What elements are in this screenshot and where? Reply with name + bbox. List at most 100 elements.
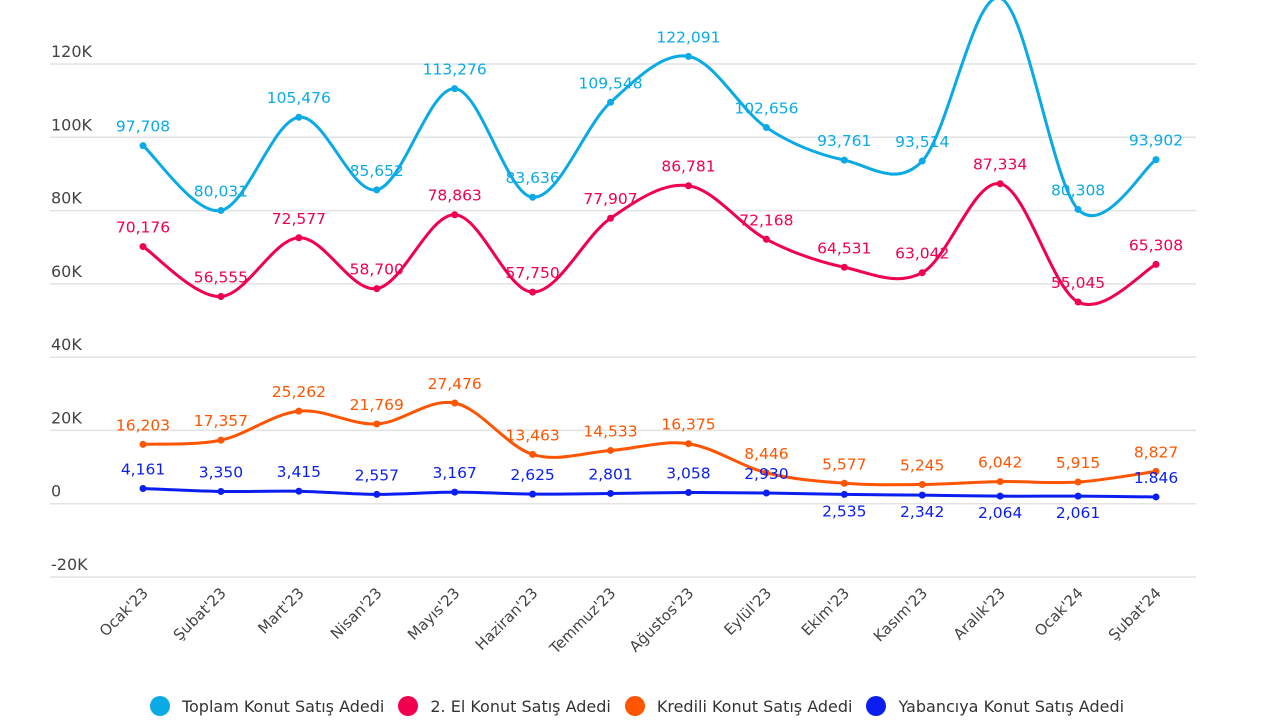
data-point-toplam	[217, 206, 225, 214]
data-label-ikinci-el: 78,863	[428, 187, 482, 205]
x-tick-label: Kasım'23	[870, 584, 931, 645]
data-label-toplam: 97,708	[116, 118, 170, 136]
data-label-toplam: 113,276	[423, 61, 487, 79]
data-label-yabanci: 2,801	[588, 465, 632, 483]
data-label-toplam: 80,031	[194, 182, 248, 200]
legend-label: Toplam Konut Satış Adedi	[181, 696, 385, 716]
legend-item-yabanci[interactable]: Yabancıya Konut Satış Adedi	[866, 696, 1130, 716]
data-point-toplam	[684, 52, 692, 60]
data-label-kredili: 21,769	[350, 396, 404, 414]
data-point-kredili	[373, 420, 381, 428]
data-label-kredili: 16,203	[116, 416, 170, 434]
data-point-yabanci	[295, 487, 303, 495]
data-point-toplam	[451, 85, 459, 93]
data-label-kredili: 8,446	[744, 445, 788, 463]
legend-item-ikinci-el[interactable]: 2. El Konut Satış Adedi	[398, 696, 616, 716]
data-point-ikinci-el	[996, 180, 1004, 188]
data-point-toplam	[529, 193, 537, 201]
data-point-ikinci-el	[607, 214, 615, 222]
data-point-yabanci	[840, 490, 848, 498]
x-tick-label: Mart'23	[254, 584, 307, 637]
y-tick-label: 60K	[51, 262, 82, 281]
legend-marker-icon	[866, 696, 887, 716]
data-label-yabanci: 1.846	[1134, 469, 1178, 487]
data-point-yabanci	[373, 490, 381, 498]
series-points	[139, 52, 1160, 501]
data-label-ikinci-el: 65,308	[1129, 236, 1183, 254]
data-label-yabanci: 2,535	[822, 502, 866, 520]
data-label-toplam: 93,902	[1129, 132, 1183, 150]
x-tick-label: Haziran'23	[472, 584, 542, 654]
data-label-yabanci: 4,161	[121, 460, 165, 478]
data-label-kredili: 14,533	[583, 422, 637, 440]
data-point-toplam	[918, 157, 926, 165]
data-point-yabanci	[1152, 493, 1160, 501]
data-point-kredili	[684, 440, 692, 448]
series-line-kredili	[141, 400, 1158, 487]
data-label-kredili: 5,915	[1056, 454, 1100, 472]
x-tick-label: Mayıs'23	[404, 584, 464, 644]
x-tick-label: Temmuz'23	[545, 584, 619, 658]
data-point-toplam	[1152, 156, 1160, 164]
data-label-toplam: 105,476	[267, 89, 331, 107]
y-tick-label: 40K	[51, 335, 82, 354]
x-tick-label: Eylül'23	[720, 584, 775, 639]
data-label-kredili: 8,827	[1134, 443, 1178, 461]
data-point-ikinci-el	[1074, 298, 1082, 306]
legend-item-toplam[interactable]: Toplam Konut Satış Adedi	[149, 696, 390, 716]
data-point-ikinci-el	[451, 211, 459, 219]
x-tick-label: Şubat'24	[1105, 584, 1165, 644]
legend-item-kredili[interactable]: Kredili Konut Satış Adedi	[624, 696, 859, 716]
data-label-ikinci-el: 55,045	[1051, 274, 1105, 292]
y-tick-label: 80K	[51, 189, 82, 208]
data-point-yabanci	[217, 487, 225, 495]
x-tick-label: Şubat'23	[170, 584, 230, 644]
data-point-yabanci	[996, 492, 1004, 500]
x-tick-label: Nisan'23	[327, 584, 386, 643]
data-point-kredili	[1074, 478, 1082, 486]
data-label-kredili: 5,245	[900, 456, 944, 474]
data-point-yabanci	[139, 484, 147, 492]
data-label-toplam: 83,636	[505, 169, 559, 187]
y-tick-label: 100K	[51, 115, 93, 134]
data-point-yabanci	[529, 490, 537, 498]
data-label-yabanci: 2,625	[510, 466, 554, 484]
x-tick-label: Ağustos'23	[626, 584, 698, 656]
data-label-toplam: 85,652	[350, 162, 404, 180]
data-label-ikinci-el: 56,555	[194, 268, 248, 286]
data-label-ikinci-el: 63,042	[895, 245, 949, 263]
data-point-kredili	[295, 407, 303, 415]
data-label-kredili: 16,375	[661, 416, 715, 434]
data-point-ikinci-el	[217, 292, 225, 300]
data-label-yabanci: 2,342	[900, 503, 944, 521]
y-tick-label: 0	[51, 482, 61, 501]
legend-label: 2. El Konut Satış Adedi	[430, 696, 611, 716]
series-line-yabanci	[141, 486, 1158, 499]
data-point-kredili	[217, 436, 225, 444]
data-label-kredili: 6,042	[978, 454, 1022, 472]
x-tick-label: Ocak'24	[1031, 584, 1087, 640]
x-axis-ticks: Ocak'23 Şubat'23 Mart'23 Nisan'23 Mayıs'23 Ha…	[96, 584, 1165, 658]
data-point-ikinci-el	[762, 235, 770, 243]
data-labels: 4,161 3,350 3,415 2,557 3,167 2,625 2,801 3,058…	[116, 28, 1183, 522]
data-point-kredili	[996, 478, 1004, 486]
y-tick-label: -20K	[51, 555, 88, 574]
y-tick-label: 120K	[51, 42, 93, 61]
data-point-toplam	[840, 156, 848, 164]
series-line-toplam	[141, 0, 1158, 218]
data-label-yabanci: 3,058	[666, 465, 710, 483]
data-label-ikinci-el: 70,176	[116, 219, 170, 237]
data-point-kredili	[762, 469, 770, 477]
data-point-kredili	[139, 440, 147, 448]
data-label-ikinci-el: 87,334	[973, 156, 1027, 174]
data-label-yabanci: 2,061	[1056, 504, 1100, 522]
data-point-toplam	[607, 98, 615, 106]
data-point-ikinci-el	[918, 269, 926, 277]
data-point-toplam	[373, 186, 381, 194]
data-label-toplam: 102,656	[734, 100, 798, 118]
data-label-toplam: 93,514	[895, 133, 949, 151]
x-tick-label: Aralık'23	[950, 584, 1009, 643]
data-label-ikinci-el: 58,700	[350, 261, 404, 279]
data-label-ikinci-el: 86,781	[661, 158, 715, 176]
data-point-toplam	[1074, 205, 1082, 213]
